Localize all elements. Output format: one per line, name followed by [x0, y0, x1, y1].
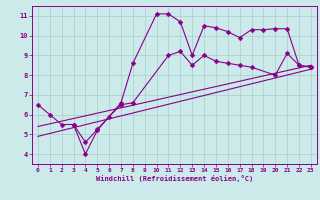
X-axis label: Windchill (Refroidissement éolien,°C): Windchill (Refroidissement éolien,°C) — [96, 175, 253, 182]
